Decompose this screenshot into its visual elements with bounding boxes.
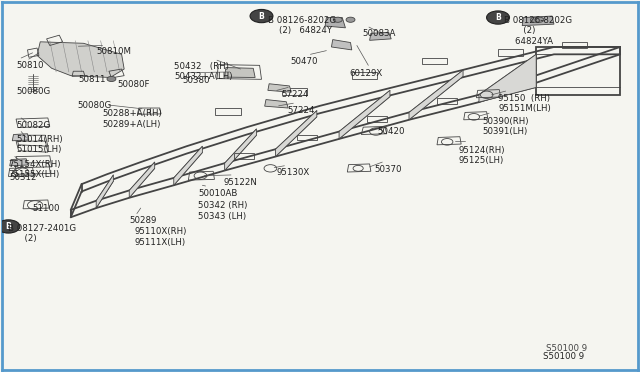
- Polygon shape: [129, 162, 155, 198]
- Polygon shape: [10, 159, 28, 166]
- Polygon shape: [409, 70, 463, 120]
- Text: 95122N: 95122N: [223, 178, 257, 187]
- Polygon shape: [265, 100, 288, 108]
- Circle shape: [535, 17, 544, 22]
- Polygon shape: [339, 90, 390, 139]
- Text: B 08127-2401G
      (2): B 08127-2401G (2): [8, 224, 77, 243]
- Text: B: B: [495, 13, 501, 22]
- Text: 50390(RH)
50391(LH): 50390(RH) 50391(LH): [482, 117, 529, 136]
- Text: B 08126-8202G
       (2)
    64824YA: B 08126-8202G (2) 64824YA: [504, 16, 573, 46]
- Text: 50082G: 50082G: [16, 121, 51, 129]
- Text: 50080G: 50080G: [77, 102, 111, 110]
- Polygon shape: [268, 84, 291, 92]
- Circle shape: [250, 9, 273, 23]
- Polygon shape: [12, 134, 29, 141]
- Circle shape: [107, 76, 116, 81]
- Polygon shape: [173, 146, 202, 185]
- Text: 50080G: 50080G: [16, 87, 51, 96]
- Text: 50370: 50370: [374, 165, 401, 174]
- Text: 50288+A(RH)
50289+A(LH): 50288+A(RH) 50289+A(LH): [102, 109, 163, 129]
- Text: 95124(RH)
95125(LH): 95124(RH) 95125(LH): [459, 145, 505, 165]
- Text: 51100: 51100: [33, 203, 60, 213]
- Text: 57224: 57224: [287, 106, 314, 115]
- Text: 50470: 50470: [291, 57, 318, 65]
- Text: 50380: 50380: [182, 76, 209, 86]
- Text: 95130X: 95130X: [276, 169, 310, 177]
- Text: B: B: [6, 222, 12, 231]
- Text: 50810M: 50810M: [96, 47, 131, 56]
- Text: 50080F: 50080F: [118, 80, 150, 89]
- Polygon shape: [37, 42, 124, 77]
- Text: 50342 (RH)
50343 (LH): 50342 (RH) 50343 (LH): [198, 202, 247, 221]
- Text: 50811: 50811: [78, 75, 106, 84]
- Polygon shape: [325, 17, 346, 28]
- Polygon shape: [225, 129, 257, 170]
- Text: 51014(RH)
51015(LH): 51014(RH) 51015(LH): [16, 135, 63, 154]
- Circle shape: [531, 17, 540, 22]
- Polygon shape: [369, 32, 391, 40]
- Text: 95150  (RH)
95151M(LH): 95150 (RH) 95151M(LH): [498, 94, 551, 113]
- Polygon shape: [225, 68, 255, 77]
- Polygon shape: [96, 175, 113, 208]
- Text: 50810: 50810: [16, 61, 44, 70]
- Text: 50010AB: 50010AB: [198, 189, 237, 198]
- Polygon shape: [522, 16, 554, 26]
- Text: S50100 9: S50100 9: [543, 352, 584, 361]
- Circle shape: [0, 220, 20, 233]
- Text: 95110X(RH)
95111X(LH): 95110X(RH) 95111X(LH): [134, 227, 187, 247]
- Circle shape: [486, 11, 509, 24]
- Text: 50420: 50420: [377, 127, 404, 136]
- Text: 50312: 50312: [10, 173, 37, 182]
- Polygon shape: [275, 110, 317, 157]
- Text: 60129X: 60129X: [349, 69, 383, 78]
- Text: 57224: 57224: [281, 90, 308, 99]
- Circle shape: [346, 17, 355, 22]
- Text: S50100 9: S50100 9: [546, 344, 587, 353]
- Text: B: B: [259, 12, 264, 20]
- Text: 50289: 50289: [129, 216, 157, 225]
- Polygon shape: [479, 54, 536, 102]
- Text: B 08126-8202G
    (2)   64824Y: B 08126-8202G (2) 64824Y: [268, 16, 336, 35]
- Circle shape: [333, 17, 342, 22]
- Text: 50083A: 50083A: [363, 29, 396, 38]
- Text: 50432   (RH)
50432+A(LH): 50432 (RH) 50432+A(LH): [174, 62, 233, 81]
- Text: 75154X(RH)
75155X(LH): 75154X(RH) 75155X(LH): [8, 160, 61, 179]
- Polygon shape: [332, 39, 352, 50]
